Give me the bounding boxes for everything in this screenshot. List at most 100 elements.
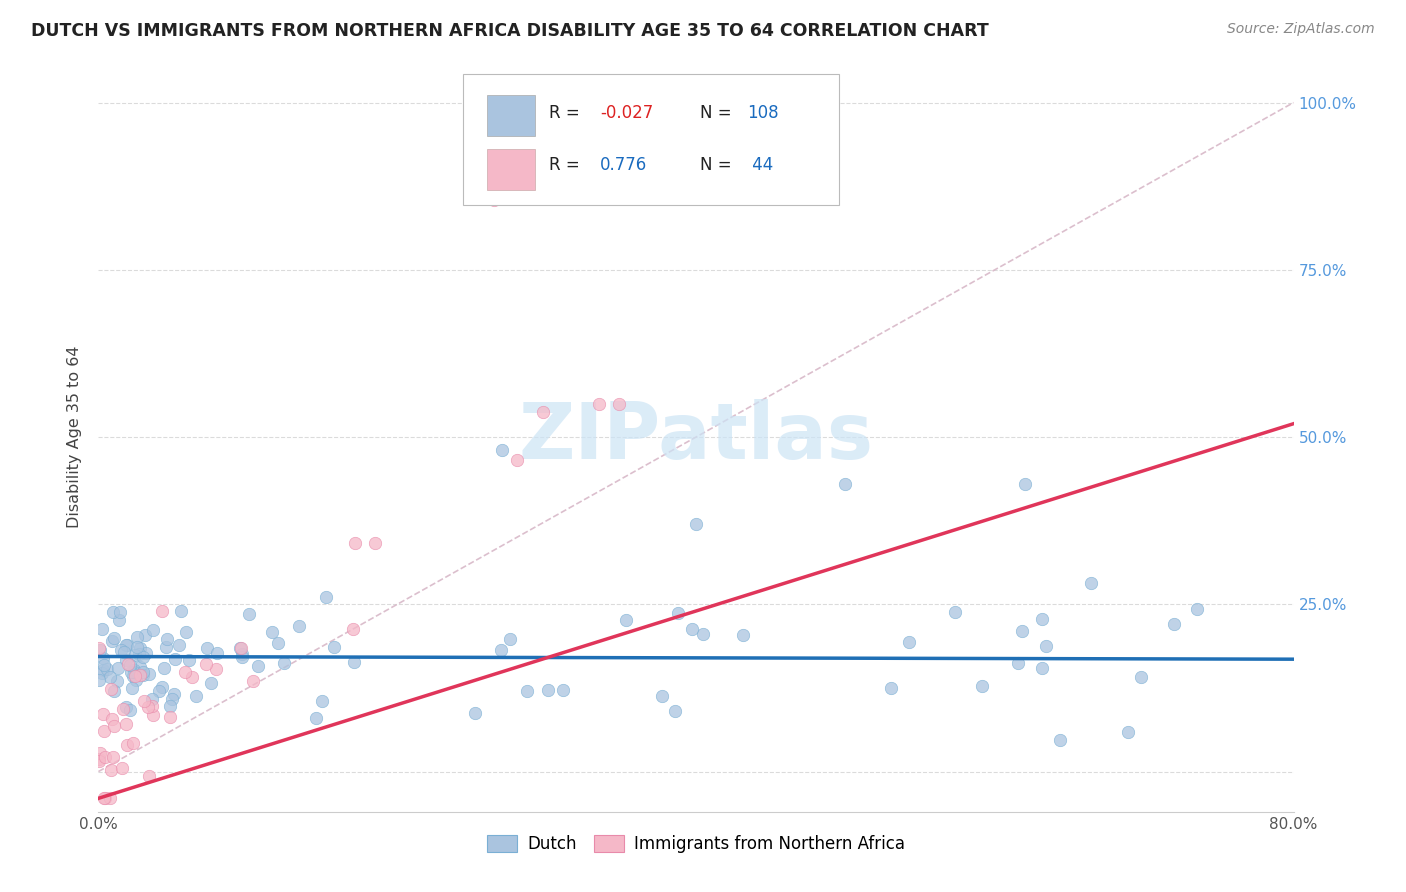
Point bbox=[117, 657, 139, 672]
Point bbox=[162, 692, 184, 706]
Point bbox=[111, 761, 134, 775]
Text: 108: 108 bbox=[748, 103, 779, 121]
Point bbox=[89, 643, 111, 657]
Point bbox=[242, 674, 264, 689]
Point bbox=[1049, 733, 1071, 747]
Point bbox=[1031, 612, 1053, 626]
Point bbox=[181, 670, 204, 684]
Point bbox=[229, 640, 252, 655]
Point bbox=[834, 476, 856, 491]
Point bbox=[114, 638, 136, 652]
Legend: Dutch, Immigrants from Northern Africa: Dutch, Immigrants from Northern Africa bbox=[481, 828, 911, 860]
Point bbox=[342, 655, 364, 669]
Point bbox=[93, 791, 115, 805]
Point bbox=[506, 453, 529, 467]
Point bbox=[184, 690, 207, 704]
Bar bbox=[486, 95, 534, 136]
Point bbox=[120, 665, 142, 679]
Point bbox=[588, 396, 610, 410]
Point bbox=[174, 625, 197, 640]
Point bbox=[731, 628, 754, 642]
Point bbox=[125, 640, 148, 654]
Point bbox=[150, 604, 173, 618]
Point bbox=[101, 605, 124, 619]
Point bbox=[516, 683, 538, 698]
Point bbox=[96, 662, 118, 676]
Text: N =: N = bbox=[700, 156, 731, 174]
Point bbox=[464, 706, 486, 720]
Point bbox=[112, 701, 135, 715]
Point bbox=[163, 687, 186, 701]
Point bbox=[89, 746, 111, 760]
Point bbox=[1116, 725, 1139, 739]
Text: -0.027: -0.027 bbox=[600, 103, 654, 121]
Point bbox=[131, 665, 153, 679]
Point bbox=[89, 640, 111, 655]
Point bbox=[155, 640, 177, 655]
Point bbox=[273, 656, 295, 670]
Point bbox=[484, 193, 506, 207]
Point bbox=[231, 650, 253, 665]
Point bbox=[305, 711, 328, 725]
Point bbox=[170, 604, 193, 618]
Point bbox=[167, 638, 190, 652]
Point bbox=[132, 650, 155, 665]
Point bbox=[200, 675, 222, 690]
Point bbox=[681, 622, 703, 636]
Text: 44: 44 bbox=[748, 156, 773, 174]
Point bbox=[1035, 639, 1057, 653]
Point bbox=[342, 622, 364, 636]
Text: R =: R = bbox=[548, 156, 579, 174]
Point bbox=[134, 627, 156, 641]
Point bbox=[120, 703, 142, 717]
Point bbox=[607, 396, 630, 410]
Text: N =: N = bbox=[700, 103, 731, 121]
Point bbox=[159, 698, 181, 713]
Text: 0.776: 0.776 bbox=[600, 156, 648, 174]
Point bbox=[205, 662, 228, 676]
Point bbox=[101, 633, 124, 648]
FancyBboxPatch shape bbox=[463, 74, 839, 205]
Point bbox=[499, 632, 522, 646]
Point bbox=[148, 684, 170, 698]
Point bbox=[880, 681, 903, 695]
Point bbox=[87, 752, 110, 766]
Point bbox=[129, 660, 152, 674]
Point bbox=[156, 632, 179, 647]
Point bbox=[93, 724, 115, 739]
Point bbox=[101, 713, 124, 727]
Point bbox=[229, 641, 252, 656]
Point bbox=[489, 643, 512, 657]
Point bbox=[122, 669, 145, 683]
Point bbox=[124, 663, 146, 677]
Point bbox=[537, 683, 560, 698]
Point bbox=[120, 658, 142, 673]
Point bbox=[364, 536, 387, 550]
Point bbox=[93, 791, 115, 805]
Point bbox=[98, 670, 121, 684]
Point bbox=[138, 667, 160, 681]
Point bbox=[90, 622, 112, 636]
Point bbox=[110, 643, 132, 657]
Point bbox=[141, 692, 163, 706]
Point bbox=[128, 640, 150, 655]
Point bbox=[238, 607, 260, 622]
Point bbox=[207, 646, 229, 660]
Point bbox=[105, 673, 128, 688]
Point bbox=[1014, 476, 1036, 491]
Point bbox=[152, 680, 174, 694]
Point bbox=[124, 648, 146, 663]
Point bbox=[159, 710, 181, 724]
Point bbox=[87, 673, 110, 687]
Point bbox=[491, 443, 513, 458]
Point bbox=[115, 738, 138, 752]
Point bbox=[195, 641, 218, 656]
Point bbox=[614, 613, 637, 627]
Point bbox=[311, 694, 333, 708]
Point bbox=[127, 630, 149, 644]
Point bbox=[266, 636, 288, 650]
Point bbox=[121, 681, 143, 695]
Point bbox=[125, 673, 148, 688]
Point bbox=[315, 591, 337, 605]
Point bbox=[94, 750, 117, 764]
